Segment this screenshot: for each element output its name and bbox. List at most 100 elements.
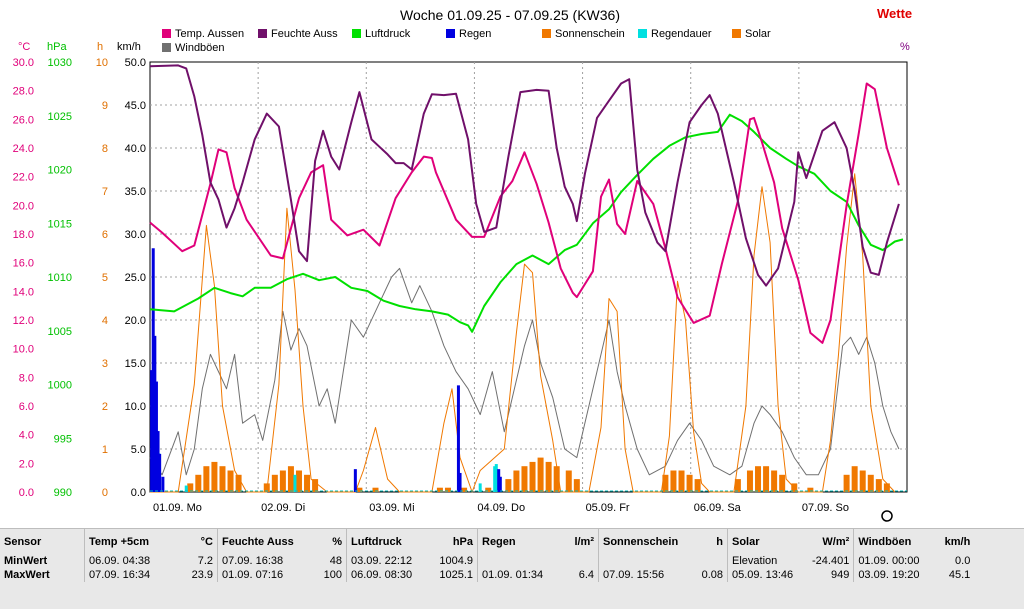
press-tick-label: 1005 (48, 326, 72, 338)
bar-sonnenschein (686, 474, 693, 492)
hours-tick-label: 5 (102, 272, 108, 284)
stats-unit-solar: W/m² (822, 535, 850, 548)
bar-sonnenschein (263, 483, 270, 492)
wind-axis-unit: km/h (117, 41, 141, 53)
brand-label: Wette (877, 6, 912, 21)
bar-regendauer (494, 464, 498, 492)
stats-header-rain: Regen (477, 529, 560, 554)
stats-header-wind: Windböen (853, 529, 935, 554)
stats-header-pressure: Luftdruck (346, 529, 435, 554)
bar-sonnenschein (859, 470, 866, 492)
bar-sonnenschein (779, 474, 786, 492)
bar-sonnenschein (883, 483, 890, 492)
bar-sonnenschein (356, 487, 363, 492)
legend-swatch (542, 29, 551, 38)
stats-cell-time: 03.09. 19:20 (853, 568, 935, 582)
bar-sonnenschein (485, 487, 492, 492)
stats-unit-wind: km/h (944, 535, 971, 548)
legend-label: Windböen (175, 42, 225, 54)
stats-unit-rain: l/m² (574, 535, 594, 548)
temp-tick-label: 28.0 (13, 86, 34, 98)
day-label: 06.09. Sa (694, 502, 742, 514)
temp-tick-label: 30.0 (13, 57, 34, 69)
press-tick-label: 1015 (48, 218, 72, 230)
stats-cell-time: 03.09. 22:12 (346, 554, 435, 568)
bar-regen (156, 431, 160, 492)
press-tick-label: 1025 (48, 111, 72, 123)
bar-sonnenschein (662, 474, 669, 492)
plot-area (149, 61, 908, 493)
stats-cell-time: Elevation (727, 554, 808, 568)
stats-cell-value: 7.2 (197, 555, 213, 567)
day-labels: 01.09. Mo 02.09. Di 03.09. Mi 04.09. Do 05.0… (153, 502, 849, 514)
bar-sonnenschein (304, 474, 311, 492)
wind-tick-label: 5.0 (131, 444, 146, 456)
bar-regendauer (184, 485, 188, 492)
bar-sonnenschein (312, 479, 319, 492)
bar-sonnenschein (807, 487, 814, 492)
bar-sonnenschein (521, 466, 528, 492)
stats-header-sunshine: Sonnenschein (598, 529, 689, 554)
bar-sonnenschein (529, 461, 536, 492)
stats-cell-time: 01.09. 00:00 (853, 554, 935, 568)
bar-sonnenschein (444, 487, 451, 492)
temp-tick-label: 20.0 (13, 200, 34, 212)
temp-tick-label: 26.0 (13, 114, 34, 126)
temp-tick-label: 6.0 (19, 401, 34, 413)
legend-label: Luftdruck (365, 28, 411, 40)
humidity-axis-unit: % (900, 41, 910, 53)
stats-header-solar: Solar (727, 529, 808, 554)
stats-cell-time: 01.09. 07:16 (217, 568, 310, 582)
wind-tick-label: 50.0 (125, 57, 146, 69)
bar-sonnenschein (436, 487, 443, 492)
bar-sonnenschein (227, 470, 234, 492)
bar-sonnenschein (678, 470, 685, 492)
press-tick-label: 1010 (48, 272, 72, 284)
bar-sonnenschein (211, 461, 218, 492)
wind-tick-label: 45.0 (125, 100, 146, 112)
hours-tick-label: 3 (102, 358, 108, 370)
stats-header-humidity: Feuchte Auss (217, 529, 310, 554)
stats-cell-time: 07.09. 16:34 (84, 568, 183, 582)
day-label: 02.09. Di (261, 502, 305, 514)
bar-sonnenschein (372, 487, 379, 492)
temp-tick-label: 12.0 (13, 315, 34, 327)
bar-sonnenschein (195, 474, 202, 492)
hours-tick-label: 7 (102, 186, 108, 198)
bar-sonnenschein (843, 474, 850, 492)
stats-unit-sunshine: h (716, 535, 723, 548)
day-label: 04.09. Do (477, 502, 525, 514)
stats-cell-time: 05.09. 13:46 (727, 568, 808, 582)
bar-regen (158, 453, 162, 492)
bar-regen (161, 476, 165, 492)
bar-sonnenschein (771, 470, 778, 492)
bar-sonnenschein (287, 466, 294, 492)
temp-tick-label: 14.0 (13, 286, 34, 298)
bar-sonnenschein (187, 483, 194, 492)
bar-sonnenschein (279, 470, 286, 492)
statistics-table: Sensor Temp +5cm °C Feuchte Auss % Luftd… (0, 529, 974, 582)
stats-unit-temp: °C (200, 535, 213, 548)
legend-swatch (638, 29, 647, 38)
record-circle-icon[interactable] (881, 510, 893, 522)
record-button[interactable] (881, 510, 893, 522)
stats-row-label: MinWert (4, 555, 48, 567)
stats-cell-value: 48 (329, 555, 342, 567)
bar-sonnenschein (791, 483, 798, 492)
press-tick-label: 990 (54, 487, 72, 499)
temp-tick-label: 22.0 (13, 172, 34, 184)
hours-tick-label: 10 (96, 57, 108, 69)
series-line-windb-en (149, 267, 900, 476)
temp-tick-label: 0.0 (19, 487, 34, 499)
stats-cell-time: 07.09. 16:38 (217, 554, 310, 568)
temp-tick-label: 10.0 (13, 344, 34, 356)
series-line-luftdruck (149, 113, 904, 333)
stats-unit-pressure: hPa (452, 535, 473, 548)
stats-row-min: MinWert 06.09. 04:38 7.2 07.09. 16:38 48… (0, 554, 974, 568)
stats-cell-value: 949 (830, 569, 850, 581)
bar-sonnenschein (851, 466, 858, 492)
day-label: 05.09. Fr (586, 502, 630, 514)
stats-header-row: Sensor Temp +5cm °C Feuchte Auss % Luftd… (0, 529, 974, 554)
chart-title: Woche 01.09.25 - 07.09.25 (KW36) (400, 7, 620, 23)
wind-tick-label: 25.0 (125, 272, 146, 284)
